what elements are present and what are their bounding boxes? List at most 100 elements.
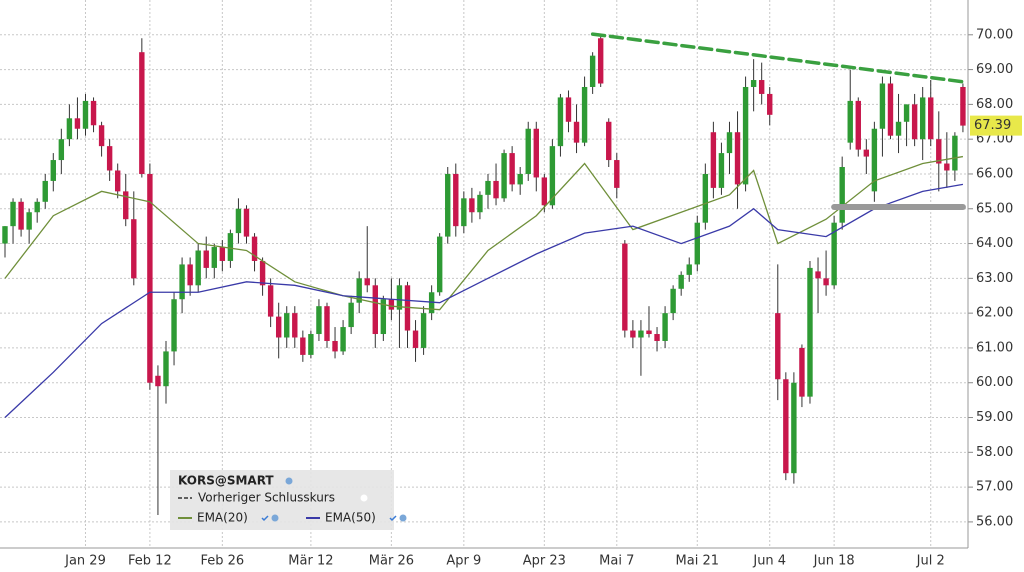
candle-body bbox=[18, 201, 24, 230]
x-tick-label: Mär 12 bbox=[288, 554, 333, 569]
candle-body bbox=[654, 334, 660, 341]
candle-body bbox=[485, 180, 491, 195]
candle-body bbox=[155, 375, 161, 387]
candle-body bbox=[396, 285, 403, 310]
candle-body bbox=[26, 212, 32, 230]
candle-body bbox=[718, 153, 725, 188]
candle-body bbox=[726, 132, 733, 154]
candle-body bbox=[364, 278, 370, 286]
candle-body bbox=[453, 173, 459, 227]
candle-body bbox=[316, 306, 322, 335]
candle-body bbox=[50, 160, 56, 181]
candle-body bbox=[581, 86, 588, 143]
y-tick-label: 70.00 bbox=[976, 27, 1013, 42]
grid bbox=[0, 0, 968, 548]
candle-body bbox=[275, 316, 282, 338]
candle-body bbox=[98, 125, 105, 147]
x-tick-label: Apr 9 bbox=[446, 554, 481, 569]
candle-body bbox=[388, 299, 395, 310]
plot bbox=[2, 32, 966, 515]
candle-body bbox=[90, 100, 97, 126]
candle-body bbox=[597, 38, 604, 84]
x-tick-label: Jan 29 bbox=[64, 554, 106, 569]
candle-body bbox=[227, 233, 234, 261]
candle-body bbox=[525, 128, 531, 174]
candle-body bbox=[678, 274, 684, 289]
legend-icon bbox=[261, 515, 269, 522]
y-tick-label: 57.00 bbox=[976, 480, 1013, 495]
candle-body bbox=[638, 330, 644, 338]
y-tick-label: 66.00 bbox=[976, 166, 1013, 181]
candle-body bbox=[123, 191, 129, 220]
candle-body bbox=[694, 222, 700, 265]
candle-body bbox=[211, 247, 217, 268]
candle-body bbox=[356, 278, 362, 303]
candle-body bbox=[936, 139, 942, 164]
y-tick-label: 63.00 bbox=[976, 271, 1013, 286]
candle-body bbox=[461, 198, 467, 227]
ema-line bbox=[4, 183, 964, 418]
y-tick-label: 60.00 bbox=[976, 375, 1013, 390]
candle-body bbox=[267, 285, 274, 317]
candle-body bbox=[734, 132, 741, 185]
candle-body bbox=[332, 340, 338, 352]
x-tick-label: Jul 2 bbox=[916, 554, 945, 569]
candle-body bbox=[662, 313, 668, 341]
y-tick-label: 62.00 bbox=[976, 306, 1013, 321]
candle-body bbox=[606, 121, 612, 161]
candle-body bbox=[74, 118, 81, 129]
last-price-label: 67.39 bbox=[974, 118, 1011, 133]
y-tick-label: 65.00 bbox=[976, 201, 1013, 216]
candle-body bbox=[928, 97, 934, 140]
legend-icon bbox=[389, 515, 397, 522]
y-tick-label: 61.00 bbox=[976, 340, 1013, 355]
candle-body bbox=[815, 271, 821, 279]
candle-body bbox=[493, 180, 499, 199]
candle-body bbox=[300, 337, 306, 355]
candle-body bbox=[742, 86, 749, 185]
x-tick-label: Feb 12 bbox=[128, 554, 172, 569]
candle-body bbox=[750, 80, 757, 87]
y-tick-label: 56.00 bbox=[976, 514, 1013, 529]
candle-body bbox=[646, 330, 652, 335]
candle-body bbox=[195, 250, 201, 286]
last-price-box bbox=[970, 115, 1022, 136]
candle-body bbox=[139, 52, 145, 174]
candle-body bbox=[163, 351, 169, 387]
x-tick-label: Mai 7 bbox=[599, 554, 634, 569]
candle-body bbox=[614, 160, 620, 188]
candle-body bbox=[831, 222, 837, 286]
x-tick-label: Mai 21 bbox=[676, 554, 719, 569]
candle-body bbox=[348, 302, 354, 328]
candle-body bbox=[573, 121, 580, 143]
candle-body bbox=[670, 288, 676, 314]
candle-body bbox=[944, 163, 950, 171]
candle-body bbox=[895, 121, 902, 136]
candle-body bbox=[219, 247, 226, 261]
legend-box bbox=[170, 470, 394, 530]
legend-title: KORS@SMART bbox=[178, 474, 274, 488]
annotation-line bbox=[590, 32, 965, 84]
candle-body bbox=[42, 180, 48, 202]
candle-body bbox=[702, 173, 709, 223]
candle-body bbox=[509, 153, 515, 185]
candle-body bbox=[783, 379, 789, 474]
candle-body bbox=[445, 173, 451, 237]
candle-body bbox=[952, 135, 958, 171]
candle-body bbox=[960, 86, 966, 126]
candle-body bbox=[911, 104, 918, 140]
legend-label: EMA(20) bbox=[197, 511, 248, 525]
x-tick-label: Mär 26 bbox=[369, 554, 414, 569]
candle-body bbox=[887, 83, 894, 136]
candle-body bbox=[292, 313, 298, 338]
candle-body bbox=[380, 299, 387, 335]
candle-body bbox=[58, 139, 65, 161]
ema-line bbox=[4, 155, 964, 311]
candle-body bbox=[871, 128, 878, 192]
x-tick-label: Feb 26 bbox=[200, 554, 244, 569]
legend: KORS@SMART Vorheriger Schlusskurs EMA(20… bbox=[170, 470, 407, 530]
candle-body bbox=[82, 100, 89, 129]
candle-body bbox=[243, 208, 250, 237]
candle-body bbox=[565, 97, 572, 122]
candle-body bbox=[686, 264, 692, 275]
